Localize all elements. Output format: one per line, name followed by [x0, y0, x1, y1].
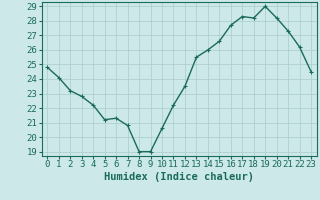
X-axis label: Humidex (Indice chaleur): Humidex (Indice chaleur) [104, 172, 254, 182]
